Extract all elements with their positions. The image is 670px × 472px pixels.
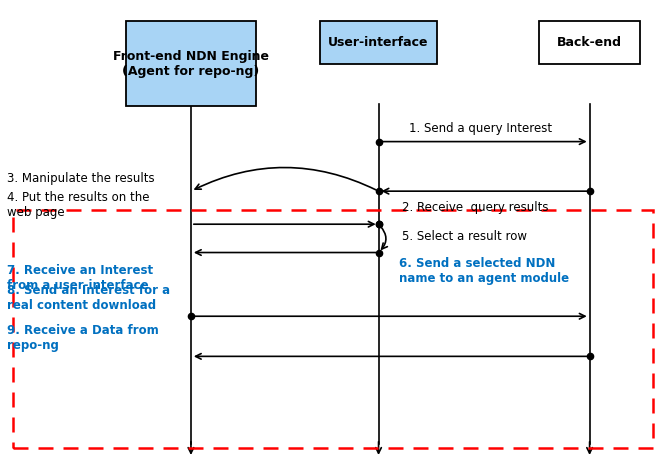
Bar bbox=[13, 210, 653, 448]
Text: 7. Receive an Interest
from a user-interface: 7. Receive an Interest from a user-inter… bbox=[7, 264, 153, 292]
FancyBboxPatch shape bbox=[320, 21, 437, 64]
Text: 1. Send a query Interest: 1. Send a query Interest bbox=[409, 121, 552, 135]
FancyBboxPatch shape bbox=[539, 21, 640, 64]
Text: 2. Receive  query results: 2. Receive query results bbox=[402, 201, 549, 214]
Text: Back-end: Back-end bbox=[557, 36, 622, 49]
Text: 5. Select a result row: 5. Select a result row bbox=[402, 229, 527, 243]
FancyBboxPatch shape bbox=[125, 21, 256, 106]
Text: 3. Manipulate the results: 3. Manipulate the results bbox=[7, 172, 154, 185]
Text: 4. Put the results on the
web page: 4. Put the results on the web page bbox=[7, 192, 149, 219]
Text: 8. Send an Interest for a
real content download: 8. Send an Interest for a real content d… bbox=[7, 284, 170, 312]
Text: Front-end NDN Engine
(Agent for repo-ng): Front-end NDN Engine (Agent for repo-ng) bbox=[113, 50, 269, 78]
Text: 9. Receive a Data from
repo-ng: 9. Receive a Data from repo-ng bbox=[7, 324, 158, 352]
Text: 6. Send a selected NDN
name to an agent module: 6. Send a selected NDN name to an agent … bbox=[399, 257, 569, 285]
Text: User-interface: User-interface bbox=[328, 36, 429, 49]
